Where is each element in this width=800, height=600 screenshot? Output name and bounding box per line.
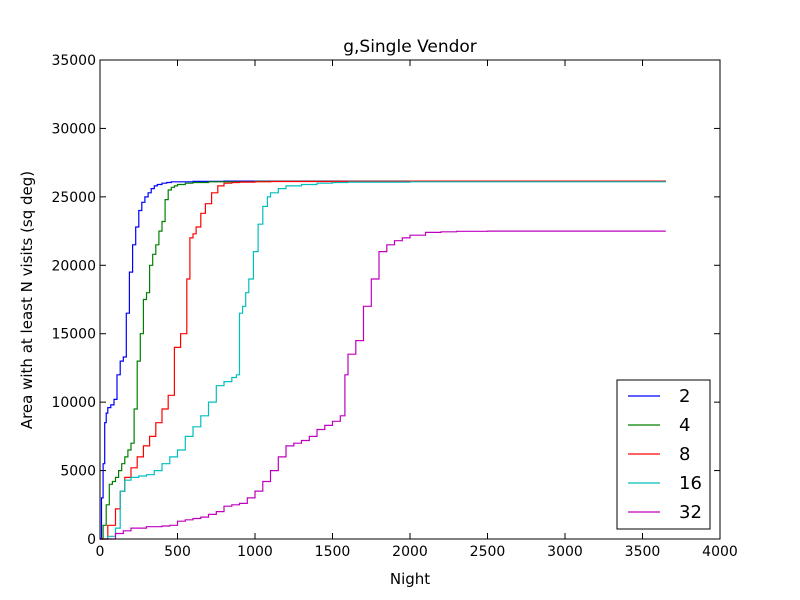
x-tick-label: 0 [96,544,105,560]
x-tick-label: 3500 [625,544,661,560]
series-line-0 [100,180,666,540]
y-axis-label: Area with at least N visits (sq deg) [18,171,36,429]
x-tick-label: 3000 [547,544,583,560]
legend-label-4: 32 [679,502,702,523]
legend: 2 4 8 16 32 [616,379,711,530]
y-tick-label: 0 [87,532,96,548]
ticks-layer: 0 500 1000 1500 2000 2500 3000 3500 4000 0 5000 100… [51,53,737,560]
x-tick-label: 1000 [237,544,273,560]
series-line-2 [100,180,666,540]
y-tick-label: 20000 [51,258,96,274]
y-tick-label: 30000 [51,121,96,137]
series-line-3 [100,181,666,540]
x-tick-label: 1500 [315,544,351,560]
legend-label-0: 2 [679,386,690,407]
y-tick-label: 15000 [51,327,96,343]
legend-label-1: 4 [679,415,690,436]
legend-label-3: 16 [679,473,702,494]
y-tick-label: 10000 [51,395,96,411]
chart-title: g,Single Vendor [343,37,477,57]
legend-label-2: 8 [679,444,690,465]
x-axis-label: Night [390,570,430,588]
x-tick-label: 500 [164,544,191,560]
x-tick-label: 2500 [470,544,506,560]
y-tick-label: 5000 [60,464,96,480]
y-tick-label: 25000 [51,190,96,206]
x-tick-label: 4000 [702,544,738,560]
series-layer [100,180,666,540]
x-tick-label: 2000 [392,544,428,560]
y-tick-label: 35000 [51,53,96,69]
series-line-1 [100,180,666,540]
series-line-4 [100,230,666,540]
